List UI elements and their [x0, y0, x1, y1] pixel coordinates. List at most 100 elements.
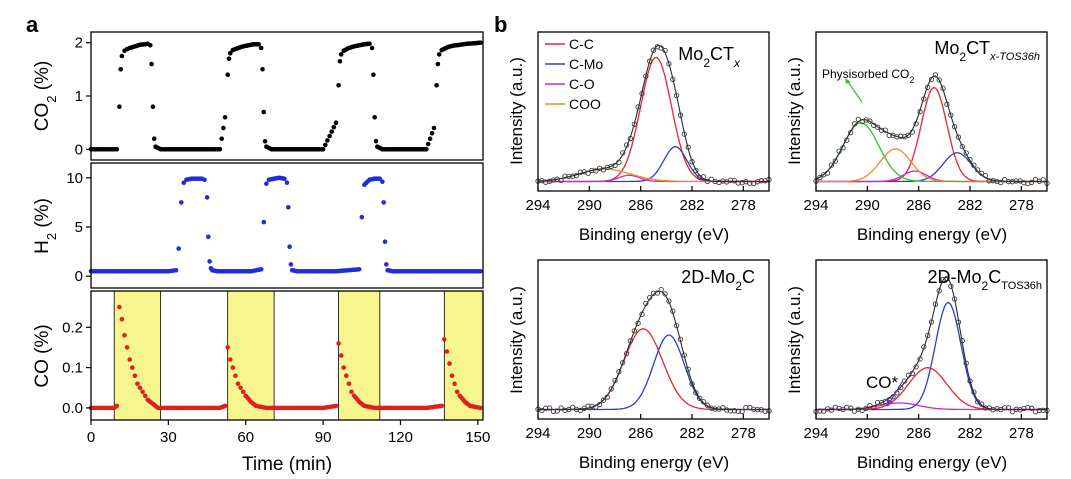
xps-2d-mo2c-subplot: 294 290 286 282 278 Intensity (a.u.) Binding…	[507, 259, 772, 472]
xps-data-point	[963, 150, 969, 156]
xps-xtick-label: 290	[855, 197, 880, 214]
co-ytick-label: 0.2	[62, 319, 83, 336]
xps-data-point	[612, 377, 618, 384]
xps-data-point	[855, 116, 862, 123]
h2-subplot: 0 5 10 H2 (%)	[32, 162, 484, 289]
xps-2d-mo2c-curves	[535, 286, 772, 415]
xps-2d-mo2c-tos36h-subplot: 294 290 286 282 278 Intensity (a.u.) Binding…	[785, 259, 1050, 472]
xps-data-point	[944, 101, 950, 107]
xps-2d-mo2c-tos36h-xlabel: Binding energy (eV)	[857, 453, 1007, 472]
xps-data-point	[921, 96, 927, 102]
xps-data-point	[662, 47, 668, 54]
xps-xtick-label: 278	[1009, 425, 1034, 442]
xps-data-point	[963, 360, 969, 366]
xps-xtick-label: 294	[803, 425, 828, 442]
co-subplot: 0.0 0.1 0.2 CO (%) 0 30 60 90 120 150 Time (min…	[32, 290, 490, 475]
xps-data-point	[685, 144, 691, 150]
xps-2d-mo2c-tos36h-title: 2D-Mo2CTOS36h	[928, 267, 1042, 293]
co-data-point	[341, 365, 347, 370]
xps-data-point	[762, 408, 768, 414]
co-data-point	[233, 373, 238, 379]
co-data-point	[132, 373, 138, 379]
xps-data-point	[978, 170, 985, 176]
xps-data-point	[577, 169, 584, 175]
co-axes-frame	[90, 290, 484, 421]
h2-data-point	[381, 200, 387, 205]
xps-data-point	[971, 389, 977, 395]
xps-data-point	[917, 109, 923, 115]
co2-data-point	[219, 136, 224, 141]
co-data-point	[124, 345, 130, 350]
xps-data-point	[543, 405, 549, 411]
h2-data-point	[287, 244, 292, 249]
co2-data-point	[427, 136, 433, 141]
xps-data-point	[1005, 178, 1012, 185]
co-data-point	[240, 389, 246, 395]
h2-data-point	[382, 239, 388, 244]
xps-legend: C-C C-Mo C-O COO	[545, 36, 603, 112]
co2-data-point	[367, 41, 372, 46]
co2-axes-frame	[90, 31, 484, 161]
xps-data-point	[620, 150, 626, 156]
xps-data-point	[616, 368, 622, 375]
xps-data-point	[631, 121, 637, 127]
co-data-point	[439, 403, 445, 409]
xps-data-point	[589, 167, 595, 174]
xps-data-point	[967, 378, 973, 384]
co2-data-point	[256, 42, 261, 47]
xps-data-point	[871, 405, 877, 411]
xps-data-point	[844, 137, 850, 143]
xps-xtick-label: 278	[1009, 197, 1034, 214]
co2-data-point	[369, 45, 375, 51]
co-data-point	[336, 341, 341, 346]
xps-data-point	[677, 112, 684, 118]
xps-data-point	[817, 408, 823, 414]
time-xtick-label: 150	[465, 429, 490, 446]
xps-data-point	[828, 162, 835, 168]
co2-data-point	[338, 52, 344, 57]
xps-data-point	[955, 134, 962, 140]
co-data-point	[122, 333, 127, 338]
co-data-point	[235, 381, 241, 387]
co-data-point	[449, 373, 455, 379]
xps-mo2ctx-tos36h-xticks: 294 290 286 282 278	[803, 186, 1034, 214]
xps-data-point	[585, 403, 591, 409]
co2-data-point	[320, 147, 326, 152]
co2-yticks: 0 1 2	[75, 35, 91, 158]
xps-data-point	[917, 356, 923, 362]
time-xtick-label: 0	[87, 429, 95, 446]
co2-data-point	[329, 129, 335, 134]
xps-xtick-label: 290	[577, 197, 602, 214]
xps-data-point	[959, 143, 965, 150]
time-xtick-label: 30	[160, 429, 177, 446]
xps-data-point	[925, 84, 931, 90]
h2-ylabel: H2 (%)	[32, 198, 59, 254]
co-highlight-regions	[113, 290, 484, 421]
co2-ytick-label: 0	[75, 141, 83, 158]
xps-mo2ctx-title: Mo2CTx	[678, 44, 741, 70]
xps-2d-mo2c-tos36h-curves	[813, 275, 1050, 415]
co-data-point	[142, 393, 148, 399]
co-data-point	[344, 373, 349, 379]
co-data-point	[225, 345, 230, 350]
co2-data-point	[226, 56, 232, 61]
xps-data-point	[647, 58, 653, 64]
xps-component-curve	[816, 367, 1047, 411]
xps-data-point	[539, 407, 545, 414]
co2-data-point	[478, 40, 483, 45]
xps-data-point	[1028, 179, 1035, 186]
xps-data-point	[727, 408, 734, 414]
xps-2d-mo2c-tos36h-frame	[815, 259, 1048, 420]
co-data-point	[117, 304, 122, 310]
co2-data-point	[228, 51, 233, 56]
xps-mo2ctx-xticks: 294 290 286 282 278	[525, 186, 756, 214]
co2-data-point	[323, 142, 328, 148]
h2-ytick-label: 5	[75, 219, 83, 236]
xps-data-point	[758, 178, 764, 184]
xps-data-point	[1009, 179, 1016, 185]
xps-data-point	[967, 157, 973, 163]
co2-data-point	[429, 131, 435, 136]
xps-data-point	[643, 73, 649, 79]
co2-data-point	[148, 43, 153, 48]
xps-data-point	[867, 402, 873, 409]
